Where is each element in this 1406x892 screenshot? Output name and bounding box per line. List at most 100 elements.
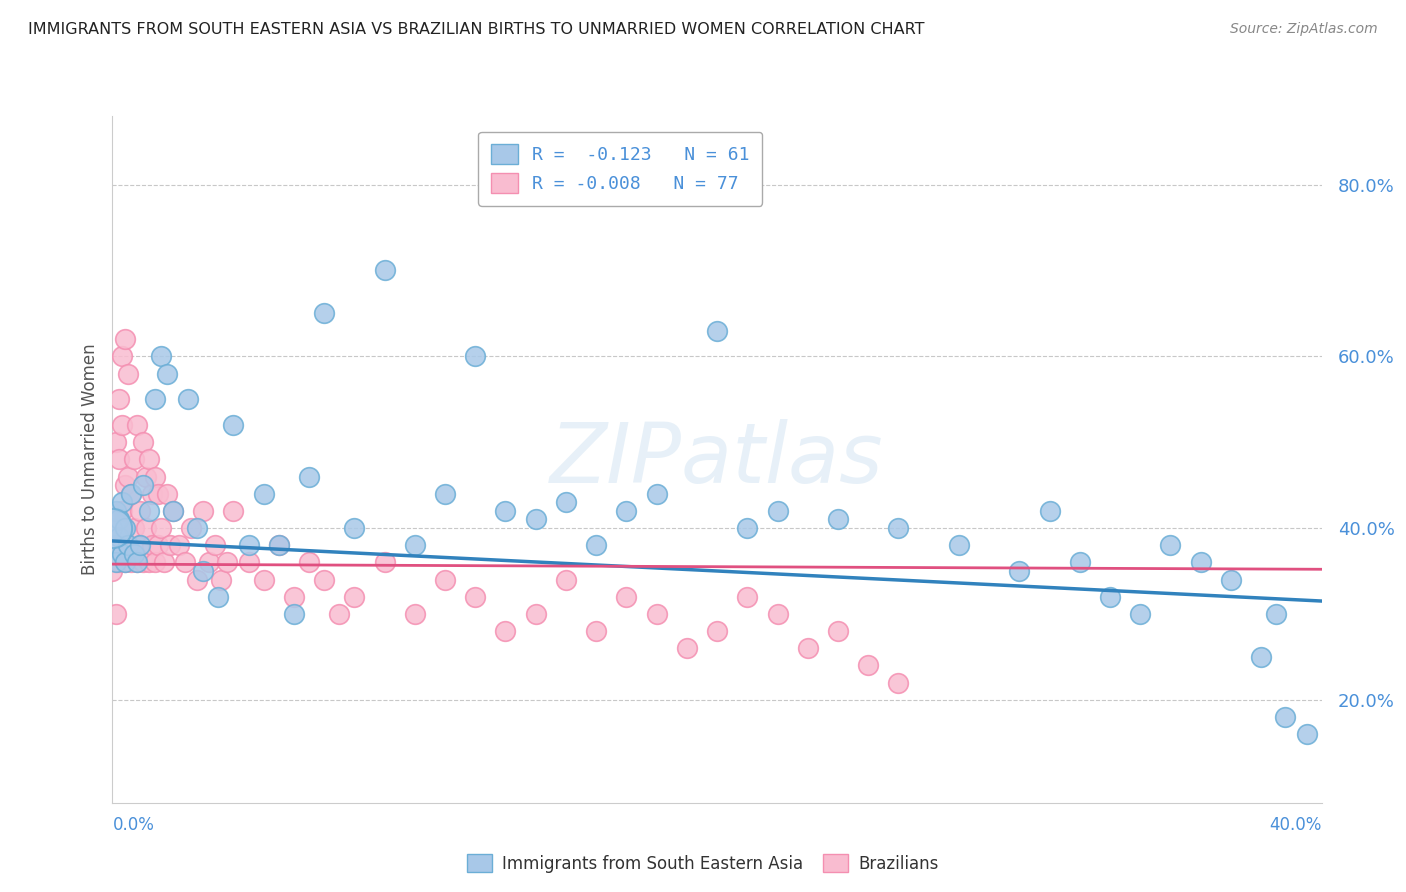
Point	[766, 504, 789, 518]
Point	[524, 512, 547, 526]
Point	[186, 573, 208, 587]
Point	[110, 495, 132, 509]
Text: 0.0%: 0.0%	[112, 816, 155, 834]
Point	[1069, 555, 1091, 570]
Point	[107, 452, 129, 467]
Point	[101, 521, 124, 535]
Point	[143, 392, 166, 407]
Point	[404, 538, 426, 552]
Point	[706, 624, 728, 639]
Point	[132, 478, 155, 492]
Point	[314, 573, 336, 587]
Point	[143, 469, 166, 483]
Point	[675, 641, 697, 656]
Point	[524, 607, 547, 621]
Point	[141, 538, 163, 552]
Point	[374, 555, 396, 570]
Point	[253, 573, 276, 587]
Point	[138, 452, 160, 467]
Point	[766, 607, 789, 621]
Point	[796, 641, 818, 656]
Point	[101, 521, 124, 535]
Point	[125, 417, 148, 433]
Point	[253, 487, 276, 501]
Point	[464, 590, 486, 604]
Point	[856, 658, 880, 673]
Point	[267, 538, 290, 552]
Point	[138, 504, 160, 518]
Point	[737, 521, 759, 535]
Point	[283, 607, 305, 621]
Point	[174, 555, 197, 570]
Point	[153, 555, 176, 570]
Point	[107, 555, 129, 570]
Point	[138, 555, 160, 570]
Point	[107, 530, 129, 544]
Point	[222, 417, 245, 433]
Point	[146, 538, 169, 552]
Point	[120, 487, 142, 501]
Point	[135, 521, 157, 535]
Point	[146, 487, 169, 501]
Point	[948, 538, 970, 552]
Point	[343, 521, 366, 535]
Point	[209, 573, 232, 587]
Point	[132, 555, 155, 570]
Point	[104, 435, 127, 450]
Point	[1129, 607, 1152, 621]
Point	[114, 555, 136, 570]
Point	[114, 478, 136, 492]
Point	[110, 504, 132, 518]
Point	[204, 538, 226, 552]
Point	[464, 350, 486, 364]
Point	[1220, 573, 1243, 587]
Legend: R =  -0.123   N = 61, R = -0.008   N = 77: R = -0.123 N = 61, R = -0.008 N = 77	[478, 132, 762, 206]
Point	[495, 504, 517, 518]
Point	[1265, 607, 1288, 621]
Point	[114, 521, 136, 535]
Text: ZIPatlas: ZIPatlas	[550, 419, 884, 500]
Point	[1098, 590, 1121, 604]
Point	[104, 538, 127, 552]
Point	[120, 555, 142, 570]
Point	[328, 607, 350, 621]
Point	[1250, 649, 1272, 664]
Legend: Immigrants from South Eastern Asia, Brazilians: Immigrants from South Eastern Asia, Braz…	[461, 847, 945, 880]
Point	[887, 675, 910, 690]
Point	[616, 590, 638, 604]
Point	[186, 521, 208, 535]
Point	[198, 555, 221, 570]
Point	[141, 487, 163, 501]
Point	[110, 417, 132, 433]
Point	[143, 555, 166, 570]
Point	[238, 538, 260, 552]
Point	[122, 521, 145, 535]
Point	[177, 392, 200, 407]
Point	[1295, 727, 1317, 741]
Point	[135, 469, 157, 483]
Point	[887, 521, 910, 535]
Point	[737, 590, 759, 604]
Y-axis label: Births to Unmarried Women: Births to Unmarried Women	[80, 343, 98, 575]
Point	[117, 538, 139, 552]
Point	[180, 521, 202, 535]
Point	[827, 624, 849, 639]
Point	[314, 306, 336, 320]
Point	[149, 350, 172, 364]
Point	[827, 512, 849, 526]
Point	[162, 504, 184, 518]
Point	[1038, 504, 1062, 518]
Point	[125, 555, 148, 570]
Point	[554, 573, 576, 587]
Point	[706, 324, 728, 338]
Point	[110, 547, 132, 561]
Point	[433, 487, 456, 501]
Point	[554, 495, 576, 509]
Text: Source: ZipAtlas.com: Source: ZipAtlas.com	[1230, 22, 1378, 37]
Point	[191, 564, 214, 578]
Point	[101, 564, 124, 578]
Point	[104, 607, 127, 621]
Point	[156, 487, 179, 501]
Point	[343, 590, 366, 604]
Point	[162, 504, 184, 518]
